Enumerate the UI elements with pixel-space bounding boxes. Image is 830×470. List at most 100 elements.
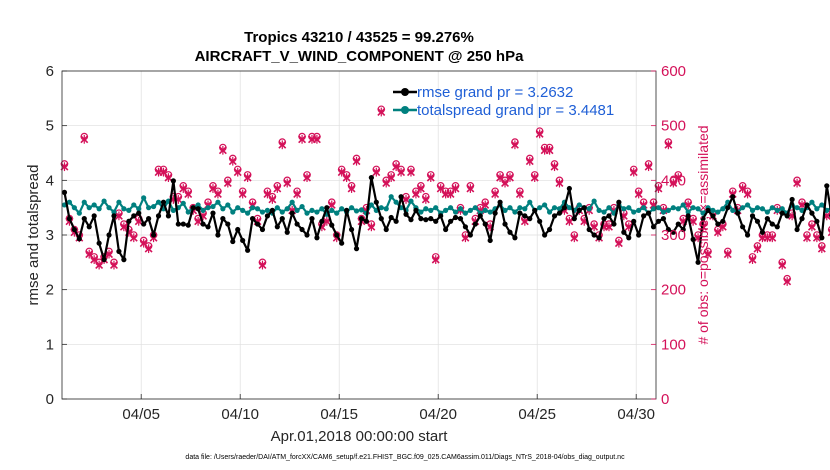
rmse-point (225, 221, 231, 227)
rmse-point (819, 235, 825, 241)
obs-assimilated-point (347, 184, 356, 193)
rmse-point (160, 199, 167, 205)
rmse-point (551, 213, 558, 219)
spread-point (542, 202, 548, 208)
y-tick-label: 6 (46, 63, 54, 80)
rmse-point (452, 214, 459, 221)
rmse-point (190, 205, 196, 211)
spread-point (566, 205, 572, 211)
rmse-point (61, 189, 68, 195)
rmse-point (358, 216, 365, 222)
spread-point (650, 206, 657, 212)
spread-point (685, 209, 691, 215)
rmse-point (527, 216, 533, 222)
obs-assimilated-point (605, 222, 613, 232)
rmse-point (774, 224, 780, 230)
spread-point (388, 194, 394, 200)
spread-point (210, 203, 216, 210)
spread-point (744, 202, 751, 208)
obs-assimilated-point (704, 249, 712, 259)
rmse-point (71, 226, 77, 233)
rmse-point (383, 226, 389, 233)
obs-assimilated-stroke (827, 232, 830, 237)
obs-assimilated-point (243, 173, 252, 182)
rmse-point (116, 248, 122, 254)
obs-assimilated-point (451, 184, 460, 193)
x-tick-label: 04/30 (617, 406, 655, 423)
obs-assimilated-point (110, 260, 118, 270)
spread-point (720, 206, 726, 212)
rmse-point (621, 229, 627, 235)
rmse-point (462, 224, 469, 230)
spread-point (759, 206, 766, 212)
rmse-point (457, 216, 464, 222)
rmse-point (240, 237, 246, 244)
spread-point (235, 205, 241, 211)
chart-title-line2: AIRCRAFT_V_WIND_COMPONENT @ 250 hPa (195, 48, 525, 65)
rmse-point (641, 213, 647, 219)
spread-point (660, 209, 667, 215)
rmse-point (581, 205, 587, 211)
spread-point (131, 202, 137, 208)
spread-point (710, 207, 716, 213)
y-tick-label: 4 (46, 172, 54, 189)
spread-point (695, 206, 701, 212)
rmse-point (210, 210, 216, 216)
spread-point (641, 205, 647, 211)
rmse-point (814, 218, 820, 224)
obs-assimilated-point (461, 233, 470, 243)
rmse-point (106, 232, 112, 238)
y-right-tick-label: 300 (661, 227, 686, 244)
spread-point (141, 195, 147, 201)
rmse-point (685, 213, 691, 219)
spread-line (63, 195, 830, 216)
rmse-point (447, 218, 454, 224)
spread-point (675, 206, 681, 212)
rmse-point (66, 216, 73, 222)
obs-assimilated-point (352, 156, 361, 166)
spread-point (680, 202, 686, 208)
rmse-point (86, 224, 92, 230)
rmse-point (502, 221, 508, 227)
obs-assimilated-point (184, 189, 193, 199)
obs-assimilated-point (416, 184, 425, 193)
spread-point (467, 207, 473, 213)
rmse-point (542, 232, 548, 238)
spread-point (259, 209, 266, 215)
rmse-point (779, 210, 785, 216)
spread-point (670, 205, 676, 211)
rmse-point (467, 232, 473, 238)
rmse-point (784, 213, 790, 219)
obs-assimilated-point (421, 195, 430, 204)
spread-point (230, 209, 236, 215)
spread-point (408, 198, 414, 204)
spread-point (522, 206, 528, 212)
spread-point (626, 205, 632, 211)
rmse-point (309, 216, 315, 222)
spread-point (334, 210, 340, 216)
obs-assimilated-point (377, 107, 386, 117)
spread-point (621, 206, 627, 212)
spread-point (576, 202, 582, 208)
spread-point (418, 209, 424, 215)
rmse-point (339, 240, 345, 246)
rmse-point (824, 183, 830, 189)
obs-assimilated-point (629, 167, 638, 177)
spread-point (502, 207, 508, 213)
rmse-point (220, 216, 226, 222)
rmse-point (408, 217, 414, 223)
rmse-point (299, 226, 305, 233)
rmse-point (705, 207, 711, 213)
obs-assimilated-point (491, 189, 500, 199)
rmse-point (175, 221, 181, 227)
spread-point (809, 199, 815, 205)
spread-point (749, 207, 756, 213)
obs-assimilated-point (367, 222, 376, 232)
spread-point (240, 207, 246, 213)
rmse-point (155, 213, 162, 219)
y-axis-label-right: # of obs: o=possible; ×=assimilated (695, 125, 711, 344)
rmse-point (279, 216, 285, 222)
rmse-point (433, 218, 439, 224)
spread-point (591, 198, 597, 204)
obs-assimilated-point (426, 173, 435, 182)
